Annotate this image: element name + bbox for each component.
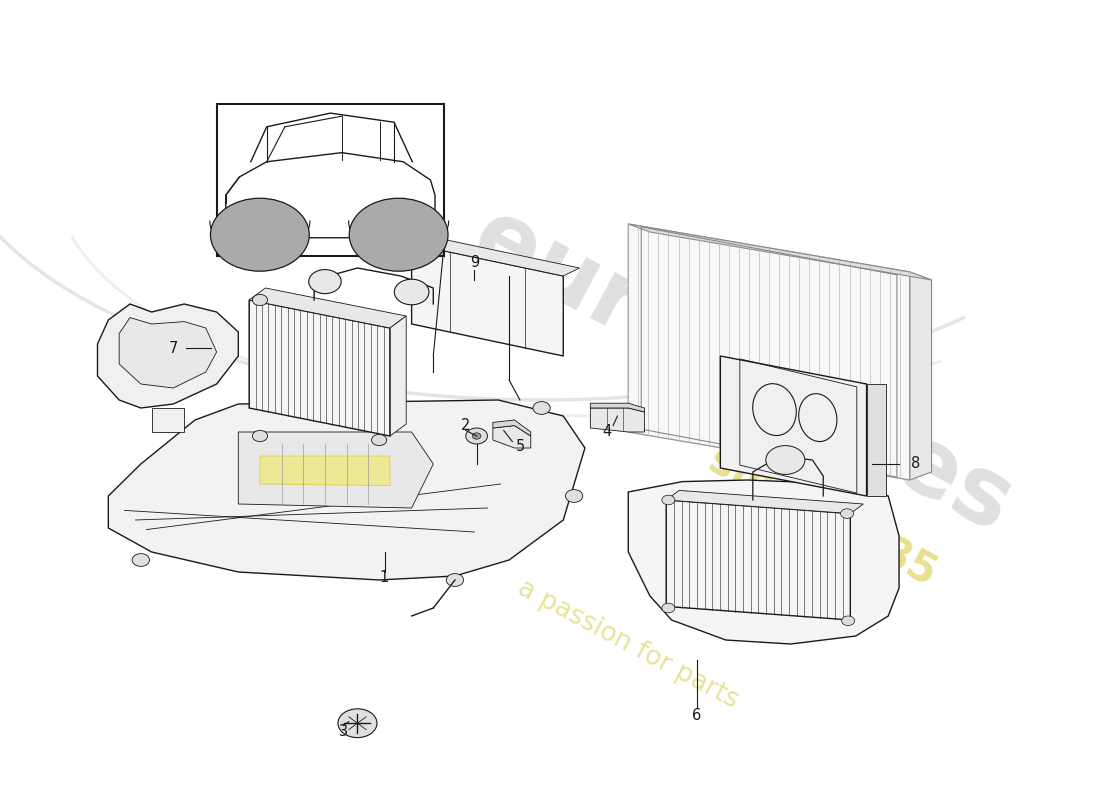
Text: since 1985: since 1985 <box>702 438 944 594</box>
Circle shape <box>210 198 309 271</box>
Polygon shape <box>493 426 531 448</box>
Circle shape <box>338 709 377 738</box>
Polygon shape <box>628 224 910 480</box>
Circle shape <box>465 428 487 444</box>
Text: 1: 1 <box>379 570 389 585</box>
Circle shape <box>349 198 448 271</box>
Polygon shape <box>867 384 887 496</box>
Polygon shape <box>108 400 585 580</box>
Polygon shape <box>260 456 390 486</box>
Text: 6: 6 <box>692 709 701 723</box>
Text: 5: 5 <box>515 439 525 454</box>
Polygon shape <box>667 490 864 514</box>
Circle shape <box>532 402 550 414</box>
Polygon shape <box>591 403 645 412</box>
Polygon shape <box>226 153 434 238</box>
Polygon shape <box>720 356 867 496</box>
Text: 9: 9 <box>470 255 480 270</box>
Text: eurospares: eurospares <box>456 191 1027 553</box>
Circle shape <box>662 603 674 613</box>
Circle shape <box>840 509 854 518</box>
Polygon shape <box>119 318 217 388</box>
Polygon shape <box>910 272 932 480</box>
Circle shape <box>372 434 387 446</box>
Circle shape <box>766 446 805 474</box>
Circle shape <box>662 495 674 505</box>
Text: 3: 3 <box>339 725 348 739</box>
Circle shape <box>472 433 481 439</box>
Polygon shape <box>667 500 850 620</box>
Text: 7: 7 <box>168 341 178 355</box>
Polygon shape <box>411 244 563 356</box>
Circle shape <box>394 279 429 305</box>
Polygon shape <box>493 420 531 436</box>
Circle shape <box>309 270 341 294</box>
Text: a passion for parts: a passion for parts <box>514 574 744 714</box>
Polygon shape <box>249 288 406 328</box>
Circle shape <box>132 554 150 566</box>
Circle shape <box>565 490 583 502</box>
Polygon shape <box>390 316 406 436</box>
Polygon shape <box>249 300 390 436</box>
Polygon shape <box>591 408 645 432</box>
Text: 2: 2 <box>461 418 471 433</box>
Polygon shape <box>411 236 580 276</box>
Bar <box>217 104 444 256</box>
Polygon shape <box>152 408 184 432</box>
Polygon shape <box>98 304 239 408</box>
Circle shape <box>252 294 267 306</box>
Polygon shape <box>239 432 433 508</box>
Polygon shape <box>628 224 932 280</box>
Circle shape <box>252 430 267 442</box>
Circle shape <box>842 616 855 626</box>
Polygon shape <box>628 480 899 644</box>
Text: 8: 8 <box>911 457 920 471</box>
Circle shape <box>447 574 463 586</box>
Text: 4: 4 <box>602 425 612 439</box>
